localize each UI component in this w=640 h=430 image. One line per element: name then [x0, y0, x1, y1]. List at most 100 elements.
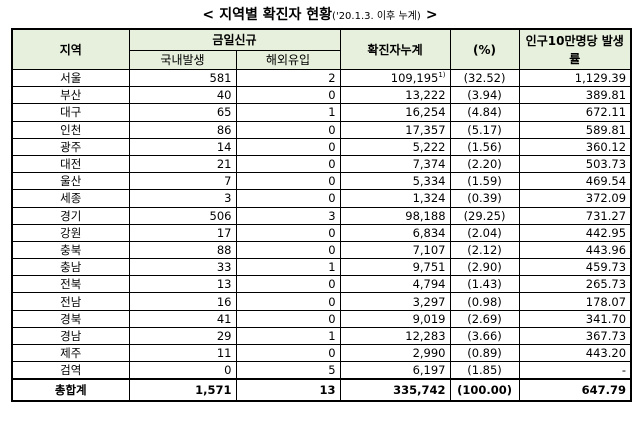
row-rate-value: 367.73 [585, 328, 627, 343]
table-row: 경남 29 1 12,283 (3.66) 367.73 [11, 326, 632, 346]
row-region: 서울 [11, 68, 130, 88]
row-overseas: 0 [235, 86, 341, 105]
row-domestic-value: 65 [216, 105, 232, 120]
row-overseas: 1 [235, 258, 341, 277]
row-cumulative-value: 1,324 [412, 191, 446, 206]
row-percent: (2.12) [449, 240, 520, 260]
row-region-value: 세종 [60, 191, 82, 206]
header-rate: 인구10만명당 발생률 [518, 28, 632, 70]
row-domestic: 17 [128, 223, 237, 242]
row-rate: 1,129.39 [518, 68, 632, 88]
row-overseas-value: 1 [328, 260, 336, 275]
row-cumulative-value: 6,834 [412, 225, 446, 240]
row-percent: (4.84) [449, 103, 520, 122]
row-overseas-value: 0 [328, 346, 336, 361]
row-domestic: 506 [128, 206, 237, 225]
table-row: 전북 13 0 4,794 (1.43) 265.73 [11, 275, 632, 294]
row-region: 검역 [11, 361, 130, 380]
row-percent-value: (29.25) [463, 208, 506, 223]
row-overseas: 0 [235, 343, 341, 363]
row-region-value: 인천 [60, 122, 82, 137]
table-row: 세종 3 0 1,324 (0.39) 372.09 [11, 189, 632, 208]
row-percent-value: (4.84) [467, 105, 502, 120]
row-overseas-value: 0 [328, 157, 336, 172]
row-overseas-value: 3 [328, 208, 336, 223]
regional-cases-table: 지역 금일신규 확진자누계 (%) 인구10만명당 발생률 국내발생 해외유입 … [11, 28, 633, 403]
row-overseas-value: 0 [328, 191, 336, 206]
row-domestic-value: 16 [216, 294, 232, 309]
title-open-bracket: < [202, 7, 215, 23]
row-cumulative: 6,197 [339, 361, 451, 380]
row-region: 광주 [11, 137, 130, 156]
row-rate-value: 178.07 [585, 294, 627, 309]
row-region-value: 경북 [60, 311, 82, 326]
row-domestic-value: 17 [216, 225, 232, 240]
table-row: 충남 33 1 9,751 (2.90) 459.73 [11, 258, 632, 277]
row-percent-value: (1.43) [467, 277, 502, 292]
total-overseas: 13 [235, 378, 341, 402]
row-overseas-value: 0 [328, 277, 336, 292]
row-domestic-value: 86 [216, 122, 232, 137]
row-rate-value: 503.73 [585, 157, 627, 172]
row-percent: (2.20) [449, 154, 520, 174]
row-region: 전북 [11, 275, 130, 294]
row-region: 울산 [11, 172, 130, 191]
row-region-value: 광주 [60, 139, 82, 154]
row-percent: (0.89) [449, 343, 520, 363]
row-cumulative-value: 2,990 [412, 346, 446, 361]
row-domestic-value: 88 [216, 242, 232, 257]
row-rate-value: 442.95 [585, 225, 627, 240]
title-main: 지역별 확진자 현황 [219, 7, 333, 23]
row-percent: (3.66) [449, 326, 520, 346]
total-percent: (100.00) [449, 378, 520, 402]
row-domestic-value: 21 [216, 157, 232, 172]
row-region: 전남 [11, 292, 130, 311]
row-overseas: 0 [235, 154, 341, 174]
row-overseas-value: 0 [328, 122, 336, 137]
row-region-value: 제주 [60, 346, 82, 361]
row-domestic-value: 33 [216, 260, 232, 275]
row-percent-value: (1.56) [467, 139, 502, 154]
row-domestic-value: 581 [209, 71, 232, 86]
row-overseas-value: 0 [328, 294, 336, 309]
row-overseas: 1 [235, 103, 341, 122]
row-cumulative-value: 16,254 [405, 105, 446, 120]
row-rate: 589.81 [518, 120, 632, 139]
total-region: 총합계 [11, 378, 130, 402]
row-rate-value: 443.20 [585, 346, 627, 361]
row-rate: 469.54 [518, 172, 632, 191]
row-percent: (1.43) [449, 275, 520, 294]
row-cumulative-value: 3,297 [412, 294, 446, 309]
row-overseas: 0 [235, 309, 341, 328]
row-domestic: 581 [128, 68, 237, 88]
row-percent: (2.04) [449, 223, 520, 242]
row-domestic-value: 29 [216, 328, 232, 343]
row-rate: 367.73 [518, 326, 632, 346]
row-region: 대전 [11, 154, 130, 174]
table-row: 대구 65 1 16,254 (4.84) 672.11 [11, 103, 632, 122]
row-cumulative-value: 98,188 [405, 208, 446, 223]
row-rate: 443.96 [518, 240, 632, 260]
row-overseas: 0 [235, 240, 341, 260]
total-cumulative: 335,742 [339, 378, 451, 402]
row-domestic: 40 [128, 86, 237, 105]
row-rate-value: - [621, 363, 627, 378]
row-cumulative: 1,324 [339, 189, 451, 208]
table-title: < 지역별 확진자 현황('20.1.3. 이후 누계) > [0, 0, 640, 28]
row-percent-value: (0.98) [467, 294, 502, 309]
row-overseas-value: 1 [328, 105, 336, 120]
row-region-value: 대구 [60, 105, 82, 120]
row-domestic-value: 40 [216, 88, 232, 103]
row-rate-value: 341.70 [585, 311, 627, 326]
row-percent: (29.25) [449, 206, 520, 225]
row-region: 인천 [11, 120, 130, 139]
total-domestic: 1,571 [128, 378, 237, 402]
table-row: 인천 86 0 17,357 (5.17) 589.81 [11, 120, 632, 139]
row-percent-value: (3.94) [467, 88, 502, 103]
row-domestic: 3 [128, 189, 237, 208]
row-rate-value: 443.96 [585, 242, 627, 257]
row-overseas: 0 [235, 223, 341, 242]
table-row: 충북 88 0 7,107 (2.12) 443.96 [11, 240, 632, 260]
row-overseas: 3 [235, 206, 341, 225]
row-region-value: 부산 [60, 88, 82, 103]
